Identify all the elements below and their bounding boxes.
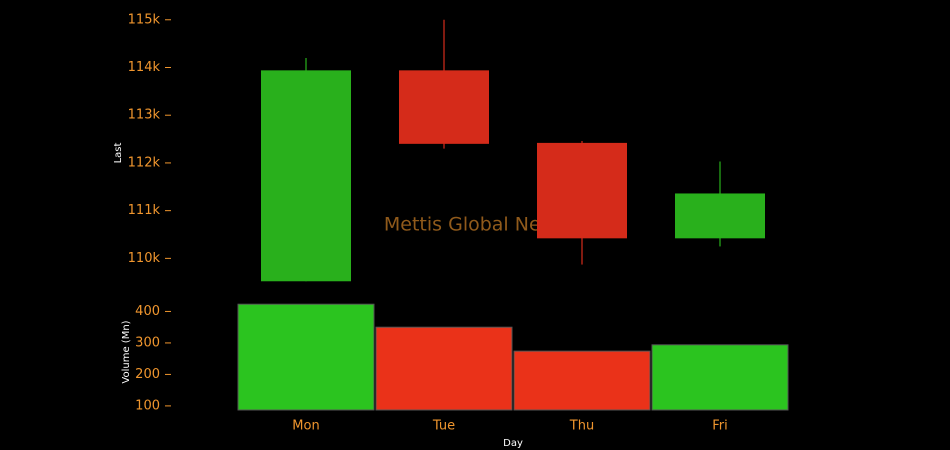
watermark: Mettis Global News bbox=[384, 214, 566, 236]
y-tick-label: 100 bbox=[135, 398, 160, 413]
volume-bar bbox=[375, 326, 513, 411]
y-tick-label: 112k bbox=[128, 155, 161, 170]
volume-bar bbox=[651, 344, 789, 411]
y-tick-label: 111k bbox=[128, 203, 161, 218]
y-tick-label: 300 bbox=[135, 335, 160, 350]
y-tick-label: 400 bbox=[135, 304, 160, 319]
y-tick-label: 114k bbox=[128, 60, 161, 75]
volume-axis-label: Volume (Mn) bbox=[121, 320, 132, 383]
x-axis-label: Day bbox=[503, 438, 523, 449]
y-tick-label: 110k bbox=[128, 251, 161, 266]
candle-body bbox=[537, 142, 627, 239]
x-tick-label: Fri bbox=[712, 419, 728, 434]
x-tick-label: Tue bbox=[432, 419, 455, 434]
y-axis-label: Last bbox=[113, 143, 124, 164]
volume-bar bbox=[237, 303, 375, 411]
y-tick-label: 200 bbox=[135, 367, 160, 382]
x-tick-label: Mon bbox=[292, 419, 319, 434]
candle-body bbox=[261, 70, 351, 282]
candle-body bbox=[399, 70, 489, 144]
y-tick-label: 113k bbox=[128, 108, 161, 123]
volume-bar bbox=[513, 350, 651, 411]
y-tick-label: 115k bbox=[128, 12, 161, 27]
candle-body bbox=[675, 193, 765, 239]
x-tick-label: Thu bbox=[569, 419, 594, 434]
